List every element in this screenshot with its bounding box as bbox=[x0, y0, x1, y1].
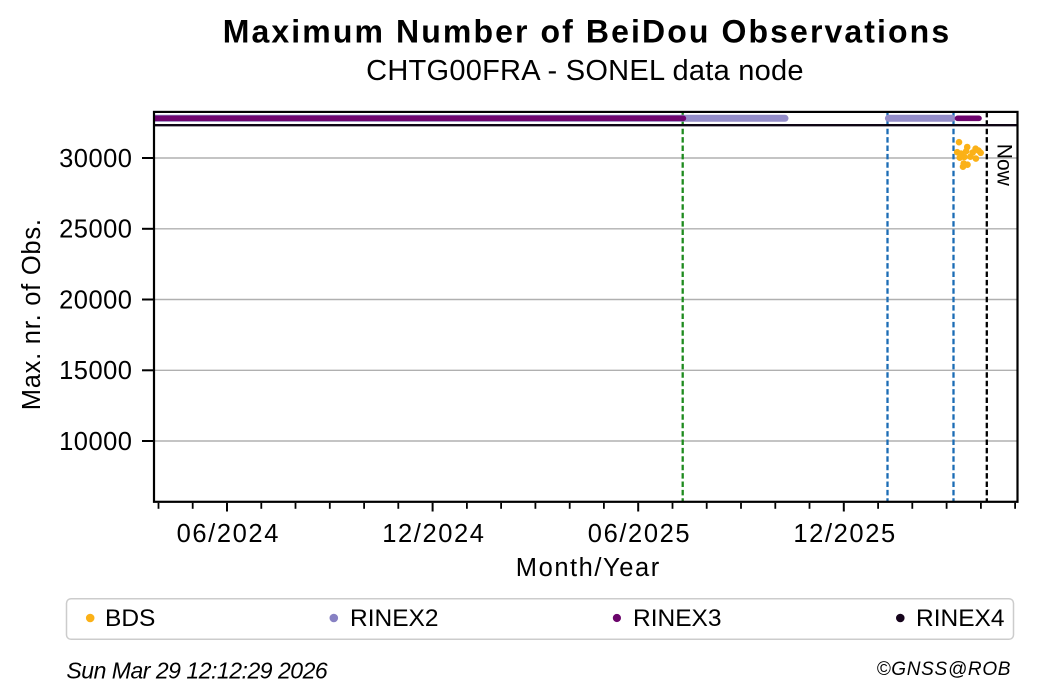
svg-text:06/2024: 06/2024 bbox=[177, 520, 280, 548]
svg-text:CHTG00FRA - SONEL data node: CHTG00FRA - SONEL data node bbox=[366, 55, 804, 87]
svg-text:Max. nr. of Obs.: Max. nr. of Obs. bbox=[18, 218, 46, 410]
svg-text:12/2025: 12/2025 bbox=[793, 520, 896, 548]
svg-text:25000: 25000 bbox=[59, 216, 132, 244]
svg-text:Sun Mar 29 12:12:29 2026: Sun Mar 29 12:12:29 2026 bbox=[66, 658, 328, 684]
svg-text:06/2025: 06/2025 bbox=[588, 520, 691, 548]
svg-text:RINEX4: RINEX4 bbox=[916, 605, 1005, 632]
svg-text:30000: 30000 bbox=[59, 145, 132, 173]
svg-text:©GNSS@ROB: ©GNSS@ROB bbox=[877, 659, 1012, 680]
svg-text:20000: 20000 bbox=[59, 286, 132, 314]
svg-text:RINEX3: RINEX3 bbox=[633, 605, 722, 632]
svg-text:12/2024: 12/2024 bbox=[382, 520, 485, 548]
svg-text:10000: 10000 bbox=[59, 428, 132, 456]
svg-text:Maximum Number of BeiDou Obser: Maximum Number of BeiDou Observations bbox=[223, 14, 951, 50]
svg-text:RINEX2: RINEX2 bbox=[350, 605, 439, 632]
svg-text:15000: 15000 bbox=[59, 357, 132, 385]
svg-text:BDS: BDS bbox=[105, 605, 155, 632]
svg-text:Month/Year: Month/Year bbox=[516, 554, 661, 582]
svg-text:Now: Now bbox=[992, 144, 1015, 187]
